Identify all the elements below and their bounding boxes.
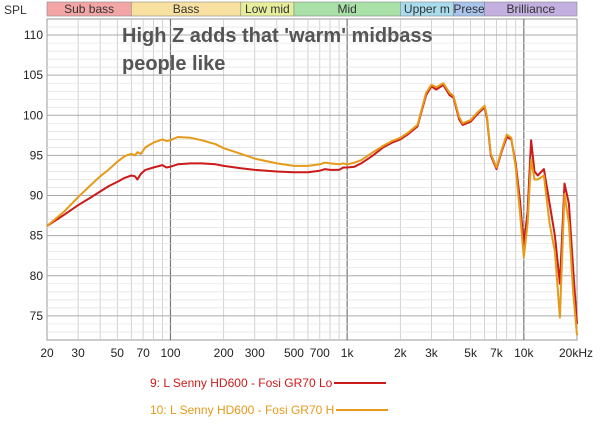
x-tick-3k: 3k [425, 346, 439, 360]
series-lines [46, 82, 578, 336]
y-tick-labels: 75 80 85 90 95 100 105 110 [23, 28, 43, 323]
x-tick-50: 50 [111, 346, 125, 360]
x-tick-100: 100 [160, 346, 180, 360]
grid-lines [47, 19, 577, 340]
frequency-bands: Sub bass Bass Low mid Mid Upper m Prese Brilli… [46, 1, 578, 17]
x-tick-1k: 1k [341, 346, 355, 360]
x-tick-7k: 7k [490, 346, 504, 360]
band-label-prese: Prese [453, 2, 485, 16]
y-tick-105: 105 [23, 68, 43, 82]
x-tick-30: 30 [71, 346, 85, 360]
y-tick-75: 75 [30, 309, 44, 323]
x-tick-labels: 20 30 50 70 100 200 300 500 700 1k 2k 3k 5k 7k 10k 20kH… [40, 346, 593, 360]
x-tick-70: 70 [136, 346, 150, 360]
band-label-bass: Bass [173, 2, 200, 16]
x-tick-10k: 10k [514, 346, 534, 360]
chart-annotation: High Z adds that 'warm' midbass people l… [122, 25, 438, 75]
y-tick-110: 110 [24, 28, 43, 42]
band-label-sub-bass: Sub bass [64, 2, 114, 16]
band-label-brilliance: Brilliance [506, 2, 555, 16]
annotation-line-2: people like [122, 53, 225, 75]
x-tick-700: 700 [310, 346, 330, 360]
y-tick-90: 90 [30, 189, 44, 203]
series-line-10 [46, 82, 578, 336]
y-tick-85: 85 [30, 229, 44, 243]
x-tick-500: 500 [284, 346, 304, 360]
x-tick-200: 200 [214, 346, 234, 360]
x-tick-20: 20 [40, 346, 54, 360]
legend-item-series-9[interactable]: 9: L Senny HD600 - Fosi GR70 Lo [150, 376, 387, 390]
band-label-low-mid: Low mid [245, 2, 290, 16]
legend-label-series-10: 10: L Senny HD600 - Fosi GR70 H [150, 403, 335, 417]
band-brilliance [484, 1, 578, 17]
y-tick-80: 80 [30, 269, 44, 283]
series-line-9 [46, 83, 578, 324]
x-tick-300: 300 [245, 346, 265, 360]
band-label-upper-m: Upper m [404, 2, 450, 16]
x-tick-20khz: 20kHz [559, 346, 593, 360]
legend-label-series-9: 9: L Senny HD600 - Fosi GR70 Lo [150, 376, 333, 390]
annotation-line-1: High Z adds that 'warm' midbass [122, 25, 433, 47]
x-tick-5k: 5k [464, 346, 478, 360]
band-label-mid: Mid [337, 2, 356, 16]
y-tick-95: 95 [30, 148, 44, 162]
y-tick-100: 100 [23, 108, 43, 122]
legend-item-series-10[interactable]: 10: L Senny HD600 - Fosi GR70 H [150, 403, 389, 417]
legend-swatch-series-9 [334, 382, 387, 384]
legend-swatch-series-10 [336, 409, 389, 411]
y-axis-label: SPL [4, 3, 27, 17]
x-tick-2k: 2k [394, 346, 408, 360]
